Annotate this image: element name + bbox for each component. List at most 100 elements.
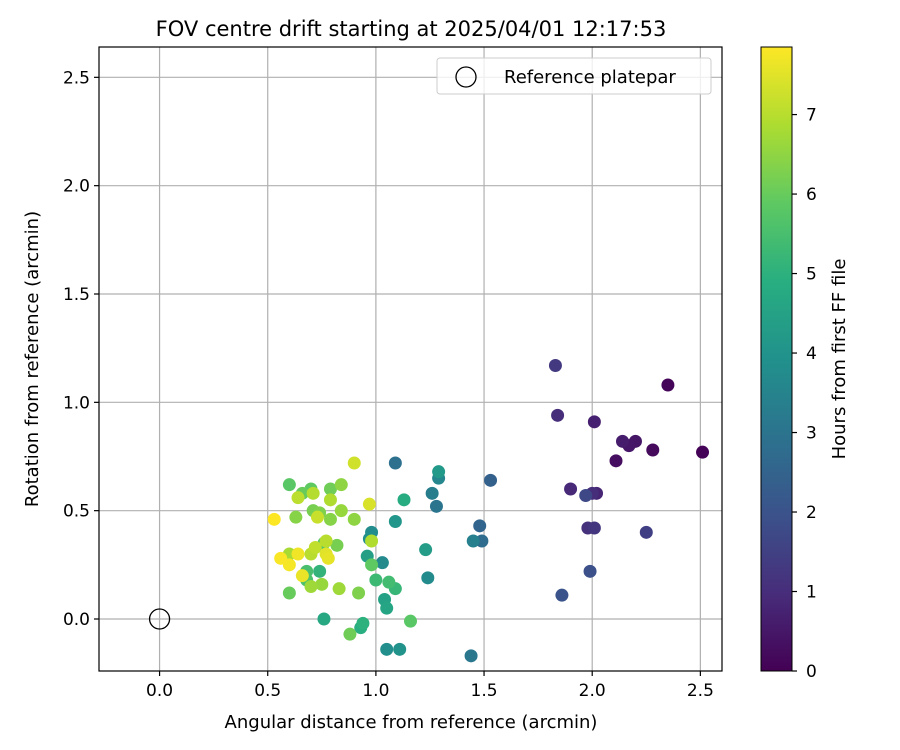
scatter-point [369, 573, 383, 587]
scatter-point [393, 642, 407, 656]
scatter-point [551, 408, 565, 422]
scatter-point [317, 612, 331, 626]
scatter-point [352, 586, 366, 600]
scatter-point [421, 571, 435, 585]
scatter-point [306, 486, 320, 500]
scatter-point [321, 551, 335, 565]
chart-title: FOV centre drift starting at 2025/04/01 … [156, 17, 667, 41]
legend-box [436, 57, 712, 95]
scatter-point [313, 564, 327, 578]
scatter-point [380, 642, 394, 656]
scatter-point [291, 547, 305, 561]
y-axis-label: Rotation from reference (arcmin) [22, 211, 43, 507]
scatter-point [323, 482, 337, 496]
scatter-point [362, 497, 376, 511]
scatter-point [375, 556, 389, 570]
y-axis-ticks: 0.0 0.5 1.0 1.5 2.0 2.5 [63, 68, 99, 630]
scatter-point [282, 478, 296, 492]
colorbar-label: Hours from first FF file [829, 259, 850, 460]
scatter-point [267, 512, 281, 526]
scatter-point [587, 415, 601, 429]
scatter-point [587, 521, 601, 535]
scatter-point [282, 586, 296, 600]
y-tick-label: 1.5 [63, 285, 90, 305]
colorbar-tick-label: 4 [806, 344, 817, 364]
colorbar-gradient [760, 46, 793, 672]
scatter-point [397, 493, 411, 507]
scatter-point [332, 582, 346, 596]
scatter-point [583, 564, 597, 578]
scatter-point [615, 434, 629, 448]
plot-frame [98, 46, 723, 672]
scatter-point [609, 454, 623, 468]
colorbar-tick-label: 6 [806, 185, 817, 205]
scatter-point [330, 538, 344, 552]
colorbar-tick-label: 7 [806, 106, 817, 126]
scatter-point [356, 616, 370, 630]
scatter-point [661, 378, 675, 392]
scatter-point [564, 482, 578, 496]
colorbar: 0 1 2 3 4 5 6 7 Hours from first FF file [760, 46, 850, 682]
scatter-point [289, 510, 303, 524]
scatter-point [310, 510, 324, 524]
scatter-point [315, 577, 329, 591]
scatter-point [382, 575, 396, 589]
scatter-point [429, 499, 443, 513]
y-tick-label: 2.5 [63, 68, 90, 88]
colorbar-tick-label: 1 [806, 583, 817, 603]
scatter-point [639, 525, 653, 539]
x-tick-label: 1.0 [362, 681, 389, 701]
scatter-point [464, 649, 478, 663]
scatter-point [323, 493, 337, 507]
scatter-point [365, 558, 379, 572]
scatter-point [404, 614, 417, 628]
legend-label-reference: Reference platepar [504, 67, 676, 88]
y-tick-label: 1.0 [63, 393, 90, 413]
reference-platepar-marker [148, 608, 171, 630]
scatter-point [343, 627, 357, 641]
scatter-point [579, 489, 593, 502]
scatter-point [380, 601, 394, 615]
scatter-point [291, 491, 305, 505]
scatter-point [555, 588, 569, 602]
plot-area [99, 47, 722, 671]
legend-marker-reference [455, 66, 477, 88]
reference-layer [148, 608, 171, 630]
scatter-point [295, 569, 309, 583]
scatter-point [334, 504, 348, 518]
x-axis-label: Angular distance from reference (arcmin) [225, 712, 598, 733]
y-tick-label: 0.5 [63, 502, 90, 522]
colorbar-tick-label: 2 [806, 503, 817, 523]
colorbar-tick-label: 3 [806, 424, 817, 444]
colorbar-ticks: 0 1 2 3 4 5 6 7 [792, 106, 817, 682]
scatter-point [646, 443, 660, 457]
scatter-point [365, 534, 379, 548]
scatter-point [432, 465, 446, 479]
x-tick-label: 2.5 [687, 681, 714, 701]
scatter-point [274, 551, 288, 565]
data-points [267, 359, 710, 663]
scatter-point [347, 456, 361, 470]
scatter-point [334, 478, 348, 492]
scatter-point [319, 534, 333, 548]
grid-lines [99, 47, 722, 671]
scatter-point [388, 456, 402, 470]
y-tick-label: 0.0 [63, 610, 90, 630]
scatter-point [466, 534, 480, 548]
x-tick-label: 0.0 [146, 681, 173, 701]
y-tick-label: 2.0 [63, 177, 90, 197]
scatter-point [425, 486, 439, 500]
x-tick-label: 1.5 [471, 681, 498, 701]
legend: Reference platepar [436, 57, 712, 95]
scatter-point [388, 515, 402, 528]
x-axis-ticks: 0.0 0.5 1.0 1.5 2.0 2.5 [146, 671, 714, 701]
scatter-point [347, 512, 361, 526]
scatter-point [473, 519, 487, 533]
scatter-point [304, 580, 318, 593]
x-tick-label: 2.0 [579, 681, 606, 701]
scatter-point [323, 512, 337, 526]
colorbar-tick-label: 0 [806, 662, 817, 682]
scatter-point [484, 473, 498, 487]
x-tick-label: 0.5 [254, 681, 281, 701]
